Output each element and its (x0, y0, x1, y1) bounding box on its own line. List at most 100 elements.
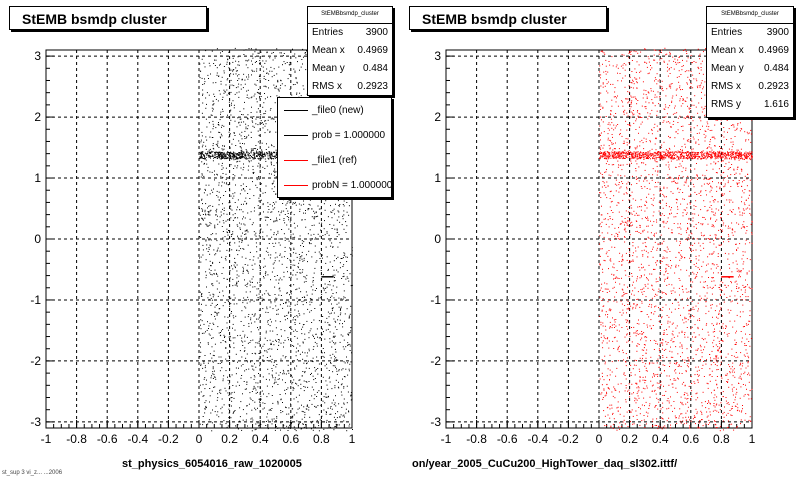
band-point (237, 154, 239, 156)
scatter-point (266, 247, 268, 249)
scatter-point (320, 213, 322, 215)
scatter-point (600, 74, 602, 76)
band-point (211, 155, 213, 157)
scatter-point (275, 366, 277, 368)
scatter-point (651, 179, 653, 181)
scatter-point (287, 213, 289, 214)
scatter-point (223, 70, 225, 72)
scatter-point (337, 95, 338, 97)
scatter-point (264, 293, 266, 295)
scatter-point (651, 285, 653, 287)
scatter-point (258, 93, 260, 94)
scatter-point (725, 326, 727, 328)
scatter-point (213, 63, 215, 64)
scatter-point (273, 118, 275, 120)
scatter-point (201, 294, 203, 295)
scatter-point (333, 260, 335, 262)
scatter-point (697, 87, 699, 89)
scatter-point (213, 376, 215, 378)
scatter-point (346, 430, 348, 432)
band-point (220, 154, 222, 156)
scatter-point (727, 426, 729, 428)
scatter-point (268, 209, 270, 210)
scatter-point (318, 320, 320, 322)
scatter-point (289, 285, 291, 286)
scatter-point (300, 383, 302, 385)
scatter-point (708, 419, 710, 421)
scatter-point (205, 400, 207, 402)
band-point (273, 156, 275, 158)
scatter-point (258, 373, 259, 374)
scatter-point (626, 141, 628, 143)
scatter-point (333, 429, 335, 431)
scatter-point (708, 401, 710, 403)
scatter-point (348, 205, 350, 207)
scatter-point (242, 364, 244, 365)
scatter-point (271, 343, 272, 345)
scatter-point (743, 202, 745, 204)
scatter-point (218, 191, 220, 193)
scatter-point (249, 259, 251, 261)
scatter-point (739, 173, 741, 175)
scatter-point (327, 388, 329, 390)
scatter-point (292, 84, 294, 86)
scatter-point (301, 219, 303, 221)
scatter-point (216, 399, 218, 401)
scatter-point (212, 108, 214, 110)
scatter-point (659, 79, 661, 81)
scatter-point (210, 239, 212, 241)
scatter-point (212, 368, 214, 370)
scatter-point (280, 84, 282, 86)
scatter-point (635, 307, 637, 309)
scatter-point (285, 301, 287, 303)
scatter-point (278, 89, 280, 91)
scatter-point (685, 169, 687, 171)
scatter-point (244, 230, 246, 232)
scatter-point (653, 54, 655, 56)
scatter-point (287, 271, 288, 273)
scatter-point (296, 383, 298, 385)
scatter-point (217, 223, 219, 225)
scatter-point (332, 210, 334, 212)
band-point (264, 155, 266, 157)
scatter-point (218, 122, 219, 123)
scatter-point (220, 83, 222, 85)
scatter-point (286, 266, 288, 268)
scatter-point (663, 349, 665, 351)
band-point (225, 155, 227, 156)
scatter-point (299, 345, 301, 347)
scatter-point (275, 305, 277, 307)
scatter-point (271, 164, 272, 166)
scatter-point (217, 145, 219, 147)
scatter-point (255, 342, 257, 344)
scatter-point (269, 306, 271, 308)
scatter-point (303, 313, 305, 315)
scatter-point (256, 150, 258, 152)
scatter-point (290, 339, 291, 341)
scatter-point (326, 396, 328, 398)
scatter-point (265, 350, 267, 352)
scatter-point (207, 342, 209, 344)
scatter-point (350, 327, 352, 329)
band-point (227, 157, 229, 159)
scatter-point (209, 65, 211, 67)
scatter-point (253, 231, 255, 233)
scatter-point (280, 398, 282, 400)
scatter-point (236, 270, 238, 272)
scatter-point (286, 216, 288, 217)
scatter-point (660, 263, 662, 264)
scatter-point (240, 235, 242, 237)
scatter-point (273, 220, 275, 222)
scatter-point (304, 386, 306, 388)
scatter-point (309, 330, 311, 332)
scatter-point (743, 354, 745, 356)
scatter-point (296, 297, 298, 299)
scatter-point (258, 134, 260, 136)
scatter-point (279, 290, 281, 292)
scatter-point (748, 381, 750, 383)
scatter-point (331, 303, 332, 305)
scatter-point (607, 160, 608, 162)
scatter-point (310, 243, 312, 245)
scatter-point (351, 352, 352, 354)
band-point (226, 152, 228, 153)
